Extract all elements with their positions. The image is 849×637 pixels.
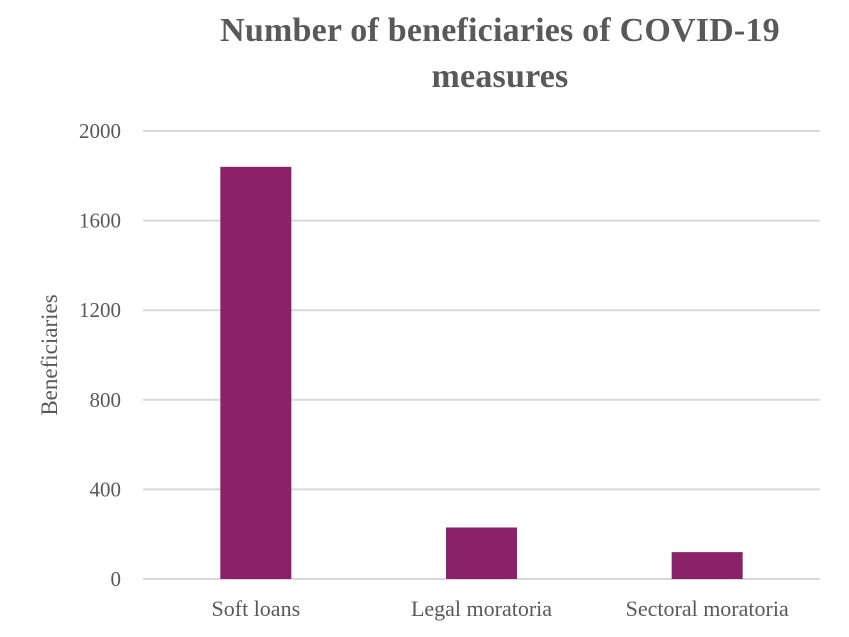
bars	[220, 166, 743, 579]
y-tick-label: 800	[90, 388, 122, 412]
y-tick-label: 2000	[79, 119, 121, 143]
category-label: Legal moratoria	[411, 596, 552, 621]
y-tick-labels: 0 400 800 1200 1600 2000	[79, 119, 121, 591]
bar-legal-moratoria	[446, 527, 517, 579]
chart-title: Number of beneficiaries of COVID-19 meas…	[220, 12, 780, 95]
category-label: Sectoral moratoria	[626, 596, 789, 621]
category-labels: Soft loans Legal moratoria Sectoral morato…	[212, 596, 789, 621]
y-tick-label: 1600	[79, 209, 121, 233]
bar-soft-loans	[220, 166, 292, 579]
y-tick-label: 400	[90, 477, 122, 501]
y-tick-label: 1200	[79, 298, 121, 322]
y-tick-label: 0	[111, 567, 122, 591]
bar-sectoral-moratoria	[671, 552, 743, 579]
y-axis-label: Beneficiaries	[37, 294, 62, 415]
category-label: Soft loans	[212, 596, 301, 621]
